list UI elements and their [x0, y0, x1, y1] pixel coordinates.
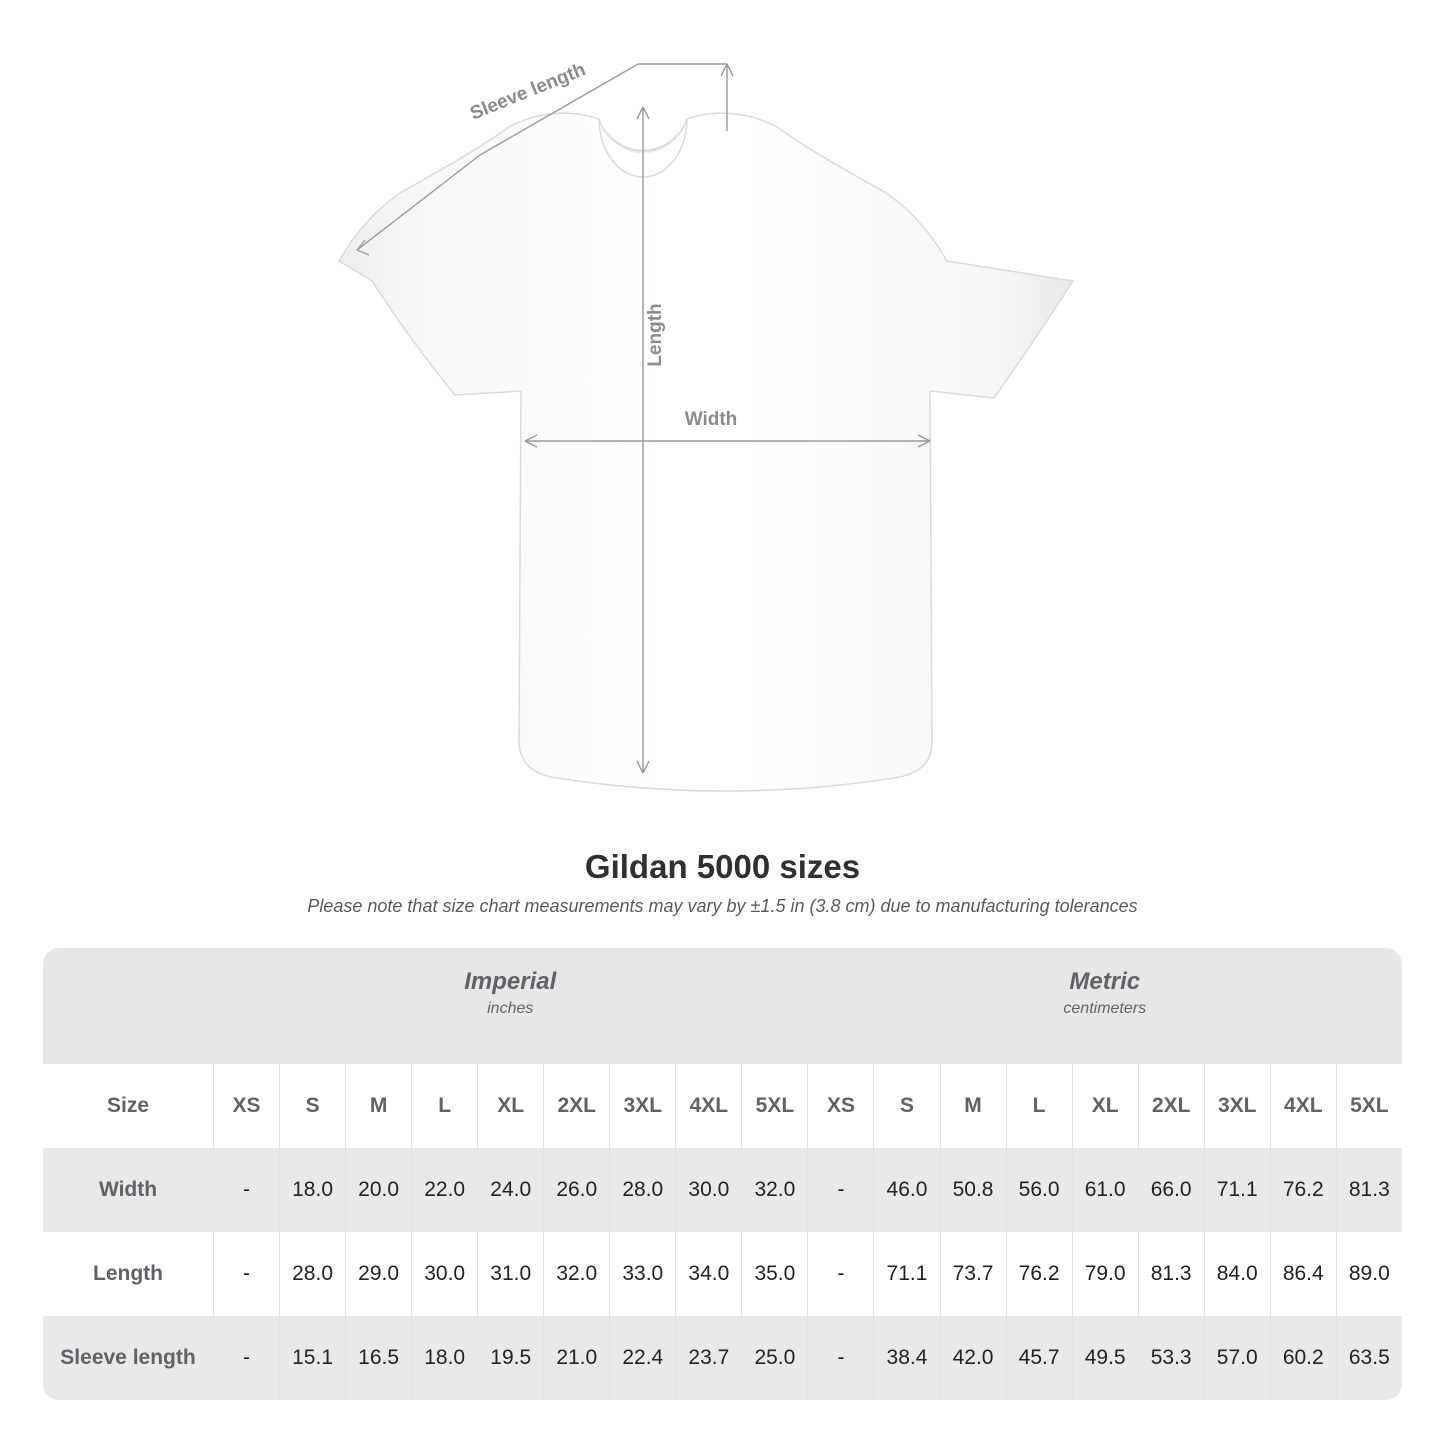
svg-text:Width: Width: [685, 409, 738, 430]
svg-text:Length: Length: [645, 303, 666, 366]
